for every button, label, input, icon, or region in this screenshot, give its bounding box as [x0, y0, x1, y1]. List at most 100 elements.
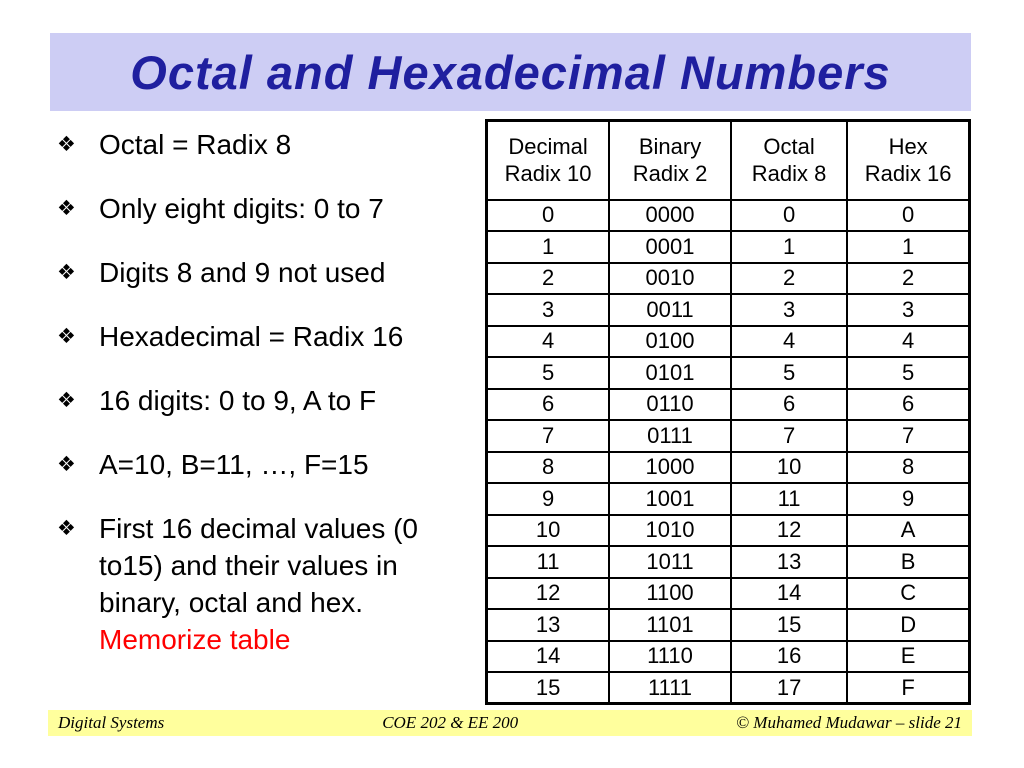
table-cell: 0000: [608, 198, 732, 232]
table-cell: 7: [729, 419, 849, 453]
diamond-bullet-icon: ❖: [57, 196, 76, 220]
diamond-bullet-icon: ❖: [57, 452, 76, 476]
table-cell: 5: [729, 356, 849, 390]
table-cell: D: [846, 608, 971, 642]
table-cell: 6: [729, 387, 849, 421]
bullet-item: ❖ Hexadecimal = Radix 16: [57, 318, 469, 355]
number-systems-table: Decimal Radix 10 Binary Radix 2 Octal Ra…: [485, 119, 971, 705]
column-header-octal: Octal Radix 8: [729, 119, 849, 201]
table-cell: 7: [846, 419, 971, 453]
table-cell: 1001: [608, 482, 732, 516]
table-cell: 12: [729, 513, 849, 547]
table-row: 13 1101 15 D: [485, 608, 971, 642]
table-cell: 0010: [608, 261, 732, 295]
table-cell: 1: [846, 230, 971, 264]
table-cell: 5: [485, 356, 611, 390]
table-cell: 17: [729, 671, 849, 705]
bullet-text: Octal = Radix 8: [99, 129, 292, 160]
table-cell: 1011: [608, 545, 732, 579]
table-cell: 1010: [608, 513, 732, 547]
table-row: 9 1001 11 9: [485, 482, 971, 516]
table-cell: 15: [729, 608, 849, 642]
bullet-text: Only eight digits: 0 to 7: [99, 193, 384, 224]
table-cell: 4: [846, 324, 971, 358]
table-cell: 6: [846, 387, 971, 421]
table-cell: 3: [485, 293, 611, 327]
column-header-binary: Binary Radix 2: [608, 119, 732, 201]
column-header-hex: Hex Radix 16: [846, 119, 971, 201]
table-cell: 7: [485, 419, 611, 453]
table-cell: 1: [485, 230, 611, 264]
table-row: 11 1011 13 B: [485, 545, 971, 579]
bullet-item: ❖ Digits 8 and 9 not used: [57, 254, 469, 291]
table-cell: 15: [485, 671, 611, 705]
table-cell: 0100: [608, 324, 732, 358]
table-cell: 1111: [608, 671, 732, 705]
table-cell: 10: [485, 513, 611, 547]
table-cell: 11: [729, 482, 849, 516]
table-row: 7 0111 7 7: [485, 419, 971, 453]
table-row: 5 0101 5 5: [485, 356, 971, 390]
diamond-bullet-icon: ❖: [57, 324, 76, 348]
table-cell: 1: [729, 230, 849, 264]
table-cell: 0001: [608, 230, 732, 264]
bullet-text: Hexadecimal = Radix 16: [99, 321, 404, 352]
footer-center-text: COE 202 & EE 200: [382, 713, 519, 732]
bullet-item: ❖ Octal = Radix 8: [57, 126, 469, 163]
slide-title: Octal and Hexadecimal Numbers: [130, 45, 891, 99]
table-cell: 2: [485, 261, 611, 295]
table-cell: 0011: [608, 293, 732, 327]
conversion-table-body: 0 0000 0 0 1 0001 1 1 2 0010 2 2 3 0011 3 3 4 0100 4 4 5 0101…: [485, 198, 971, 705]
bullet-text: Digits 8 and 9 not used: [99, 257, 386, 288]
table-cell: 16: [729, 639, 849, 673]
table-cell: 14: [729, 576, 849, 610]
table-cell: 8: [846, 450, 971, 484]
table-row: 1 0001 1 1: [485, 230, 971, 264]
table-cell: 5: [846, 356, 971, 390]
table-cell: 4: [729, 324, 849, 358]
table-cell: 3: [729, 293, 849, 327]
table-row: 15 1111 17 F: [485, 671, 971, 705]
table-cell: 9: [485, 482, 611, 516]
table-cell: 4: [485, 324, 611, 358]
table-cell: F: [846, 671, 971, 705]
table-cell: 6: [485, 387, 611, 421]
table-cell: A: [846, 513, 971, 547]
table-row: 6 0110 6 6: [485, 387, 971, 421]
table-row: 12 1100 14 C: [485, 576, 971, 610]
bullet-item: ❖ A=10, B=11, …, F=15: [57, 446, 469, 483]
table-cell: 0: [729, 198, 849, 232]
bullet-item: ❖ Only eight digits: 0 to 7: [57, 190, 469, 227]
table-cell: 0111: [608, 419, 732, 453]
table-cell: 3: [846, 293, 971, 327]
table-row: 2 0010 2 2: [485, 261, 971, 295]
memorize-note: Memorize table: [99, 624, 291, 655]
table-cell: 13: [485, 608, 611, 642]
table-cell: 13: [729, 545, 849, 579]
table-cell: 0110: [608, 387, 732, 421]
column-header-decimal: Decimal Radix 10: [485, 119, 611, 201]
footer-right-text: © Muhamed Mudawar – slide 21: [736, 713, 962, 732]
table-row: 8 1000 10 8: [485, 450, 971, 484]
title-band: Octal and Hexadecimal Numbers: [50, 33, 971, 111]
table-cell: 2: [846, 261, 971, 295]
table-cell: 2: [729, 261, 849, 295]
table-cell: 12: [485, 576, 611, 610]
table-cell: C: [846, 576, 971, 610]
table-row: 0 0000 0 0: [485, 198, 971, 232]
table-cell: 0: [485, 198, 611, 232]
table-row: 14 1110 16 E: [485, 639, 971, 673]
table-cell: 1110: [608, 639, 732, 673]
table-cell: 1000: [608, 450, 732, 484]
bullet-text: 16 digits: 0 to 9, A to F: [99, 385, 377, 416]
table-cell: B: [846, 545, 971, 579]
diamond-bullet-icon: ❖: [57, 132, 76, 156]
footer-bar: Digital Systems COE 202 & EE 200 © Muham…: [48, 710, 972, 736]
table-cell: 11: [485, 545, 611, 579]
table-row: 4 0100 4 4: [485, 324, 971, 358]
table-cell: 1101: [608, 608, 732, 642]
table-cell: 10: [729, 450, 849, 484]
diamond-bullet-icon: ❖: [57, 260, 76, 284]
